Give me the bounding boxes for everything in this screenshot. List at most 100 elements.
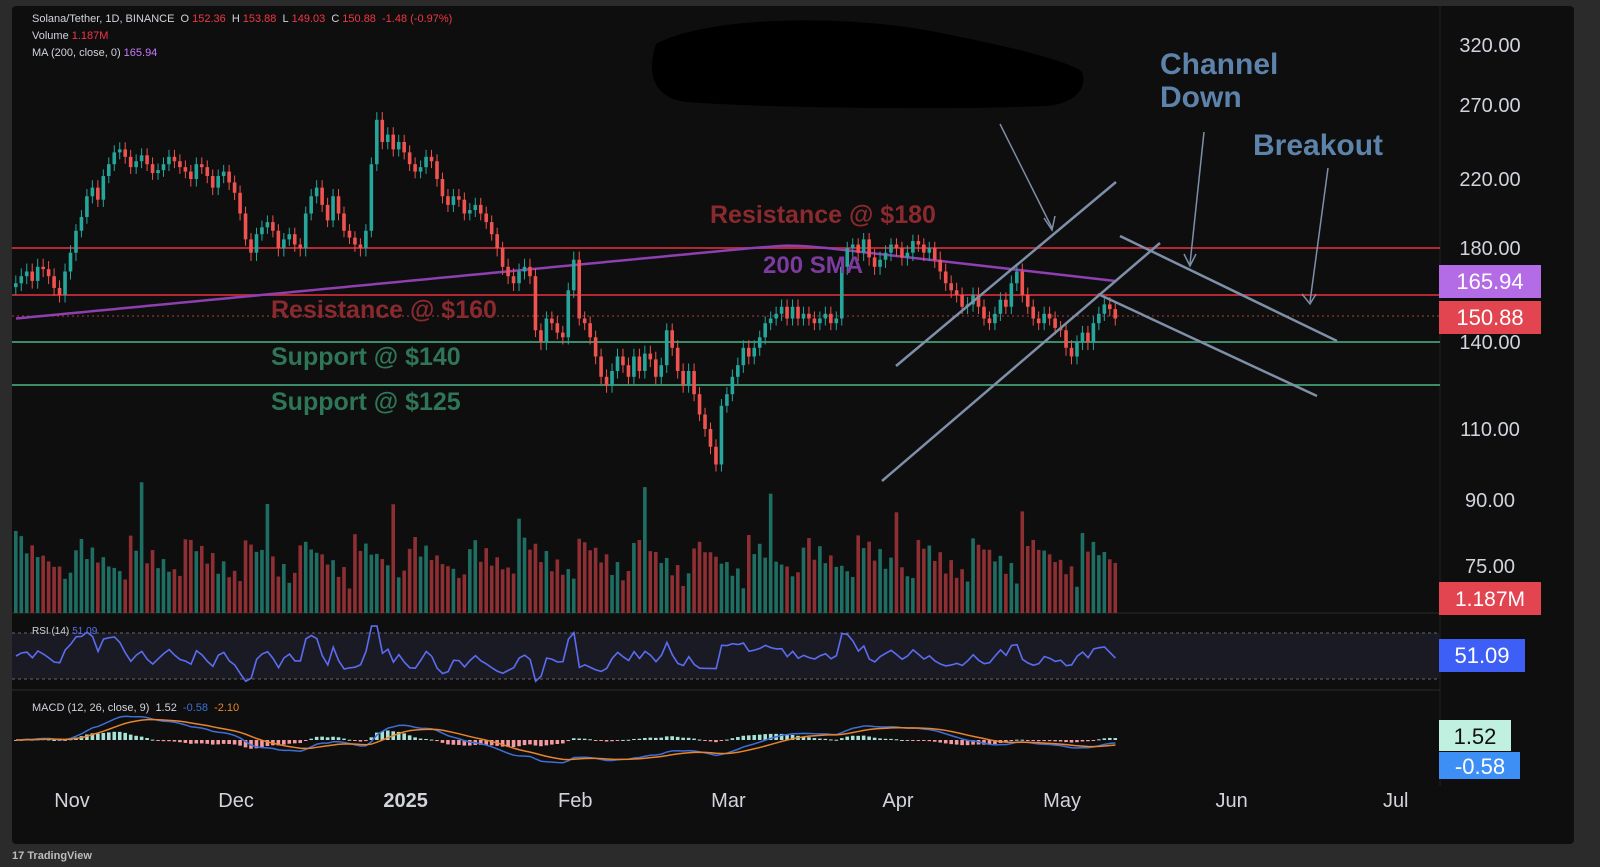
macd-hist-bar <box>128 734 133 740</box>
macd-hist-bar <box>1069 740 1074 743</box>
volume-bar <box>883 568 888 613</box>
macd-hist-bar <box>757 734 762 740</box>
macd-hist-bar <box>457 740 461 745</box>
macd-hist-bar <box>719 740 724 741</box>
badge-ma-text: 165.94 <box>1456 269 1523 294</box>
candle <box>834 311 839 331</box>
volume-bar <box>943 573 948 613</box>
chart-panel[interactable]: Resistance @ $180 Resistance @ $160 Supp… <box>12 6 1574 844</box>
candle <box>440 172 445 204</box>
candle <box>550 311 554 331</box>
candle <box>1036 311 1041 331</box>
volume-bar <box>314 552 319 613</box>
candle <box>615 348 620 379</box>
candle <box>1047 306 1052 326</box>
volume-bar <box>194 551 199 613</box>
x-tick-label: Nov <box>54 790 90 812</box>
candle <box>418 160 423 179</box>
volume-bar <box>331 560 335 613</box>
volume-bar <box>714 556 718 613</box>
candle <box>221 164 226 184</box>
macd-hist-bar <box>199 740 204 744</box>
volume-bar <box>435 555 439 613</box>
macd-hist-bar <box>1020 739 1025 741</box>
macd-hist-bar <box>167 740 171 742</box>
tradingview-footer[interactable]: 17 TradingView <box>12 850 92 862</box>
macd-hist-bar <box>238 740 242 746</box>
macd-hist-bar <box>90 733 95 740</box>
macd-hist-bar <box>232 740 237 745</box>
volume-bar <box>544 551 549 613</box>
candle <box>227 164 231 190</box>
candle <box>807 306 811 326</box>
volume-bar <box>139 482 144 613</box>
macd-hist-bar <box>582 738 587 740</box>
sma-label: 200 SMA <box>763 252 863 279</box>
macd-hist-bar <box>183 740 188 743</box>
volume-bar <box>626 570 631 613</box>
volume-bar <box>451 568 456 613</box>
candle <box>446 189 450 212</box>
macd-hist-bar <box>878 738 882 740</box>
macd-hist-bar <box>101 732 106 740</box>
macd-hist-bar <box>916 740 921 741</box>
macd-hist-bar <box>615 740 620 741</box>
volume-bar <box>101 557 106 613</box>
volume-bar <box>1042 550 1046 613</box>
macd-hist-bar <box>221 740 226 744</box>
candle <box>68 245 73 280</box>
macd-hist-bar <box>730 738 735 740</box>
volume-bar <box>96 562 100 613</box>
volume-bar <box>659 562 664 613</box>
volume-bar <box>971 538 975 613</box>
volume-bar <box>703 552 707 613</box>
candle <box>385 127 390 150</box>
volume-bar <box>823 563 828 613</box>
ma200-line <box>15 244 1116 320</box>
volume-bar <box>473 540 478 613</box>
macd-hist-bar <box>14 740 18 741</box>
resistance-180-label: Resistance @ $180 <box>710 201 936 229</box>
candle <box>818 311 822 331</box>
macd-hist-bar <box>593 740 598 741</box>
candle <box>561 325 565 345</box>
volume-bar <box>353 534 357 613</box>
volume-bar <box>621 580 625 613</box>
candle <box>714 439 718 472</box>
volume-bar <box>555 559 560 613</box>
macd-hist-bar <box>1036 740 1041 742</box>
volume-bar <box>282 564 286 613</box>
chart-canvas[interactable]: Resistance @ $180 Resistance @ $160 Supp… <box>12 6 1574 844</box>
y-tick-label: 220.00 <box>1459 169 1520 191</box>
macd-hist-bar <box>1047 740 1052 742</box>
macd-hist-bar <box>922 740 926 741</box>
candle <box>982 299 986 326</box>
candle <box>495 227 499 257</box>
candle <box>976 287 981 315</box>
macd-hist-bar <box>298 740 303 744</box>
macd-hist-bar <box>681 737 685 740</box>
macd-hist-bar <box>927 740 932 742</box>
volume-bar <box>117 571 122 613</box>
volume-bar <box>325 564 330 613</box>
macd-hist-bar <box>725 739 729 741</box>
candle <box>1009 275 1014 315</box>
macd-hist-bar <box>544 740 549 746</box>
symbol-legend: Solana/Tether, 1D, BINANCE O 152.36 H 153.… <box>32 13 453 25</box>
volume-bar <box>380 559 385 613</box>
volume-bar <box>911 578 915 613</box>
macd-hist-bar <box>883 738 888 740</box>
volume-bar <box>522 537 527 613</box>
x-tick-label: Mar <box>711 790 746 812</box>
macd-hist-bar <box>889 738 893 740</box>
x-tick-label: 2025 <box>383 790 428 812</box>
macd-hist-bar <box>309 738 313 740</box>
macd-hist-bar <box>364 740 368 742</box>
volume-bar <box>582 542 587 613</box>
macd-hist-bar <box>260 740 264 748</box>
volume-bar <box>528 549 532 613</box>
volume-bar <box>889 557 893 613</box>
macd-hist-bar <box>1025 740 1030 741</box>
volume-bar <box>123 579 127 613</box>
